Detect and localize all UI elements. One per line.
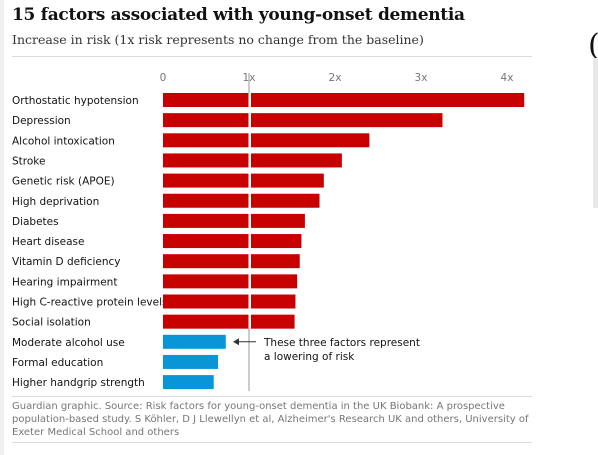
bar (163, 153, 342, 168)
footer-divider (12, 396, 532, 397)
chart-subtitle: Increase in risk (1x risk represents no … (12, 32, 424, 47)
adjacent-scroll-edge (593, 58, 598, 208)
category-label: Vitamin D deficiency (12, 256, 121, 268)
category-label: Genetic risk (APOE) (12, 176, 115, 188)
category-label: Alcohol intoxication (12, 135, 115, 147)
bar (163, 133, 370, 148)
header-divider (12, 56, 532, 57)
source-note: Guardian graphic. Source: Risk factors f… (12, 401, 529, 438)
category-label: Social isolation (12, 317, 91, 329)
category-label: High deprivation (12, 196, 99, 208)
bar (163, 234, 302, 249)
bar (163, 113, 443, 128)
bar (163, 274, 298, 289)
x-tick-label: 3x (415, 72, 428, 84)
bar (163, 375, 214, 390)
category-label: Depression (12, 115, 71, 127)
bar (163, 213, 305, 228)
bar (163, 173, 324, 188)
left-edge-strip (0, 0, 4, 455)
bar (163, 314, 295, 329)
bar (163, 294, 296, 309)
category-label: Stroke (12, 155, 45, 167)
bar (163, 93, 525, 107)
category-label: Orthostatic hypotension (12, 95, 139, 107)
bar (163, 193, 320, 208)
bar (163, 254, 300, 269)
category-label: Moderate alcohol use (12, 337, 125, 349)
x-tick-label: 2x (329, 72, 342, 84)
bar (163, 334, 226, 349)
annotation-arrowhead (233, 338, 239, 346)
adjacent-content-edge: ( (588, 28, 598, 63)
category-label: Higher handgrip strength (12, 377, 145, 389)
category-label: Diabetes (12, 216, 59, 228)
category-label: High C-reactive protein levels (12, 297, 168, 309)
category-label: Hearing impairment (12, 276, 117, 288)
annotation-text: These three factors represent (263, 337, 420, 349)
bottom-divider (12, 442, 532, 443)
x-tick-label: 4x (501, 72, 514, 84)
bar (163, 354, 219, 369)
x-tick-label: 0 (160, 72, 167, 84)
category-label: Heart disease (12, 236, 84, 248)
chart-title: 15 factors associated with young-onset d… (12, 5, 465, 25)
category-label: Formal education (12, 357, 103, 369)
annotation-text: a lowering of risk (264, 351, 355, 363)
